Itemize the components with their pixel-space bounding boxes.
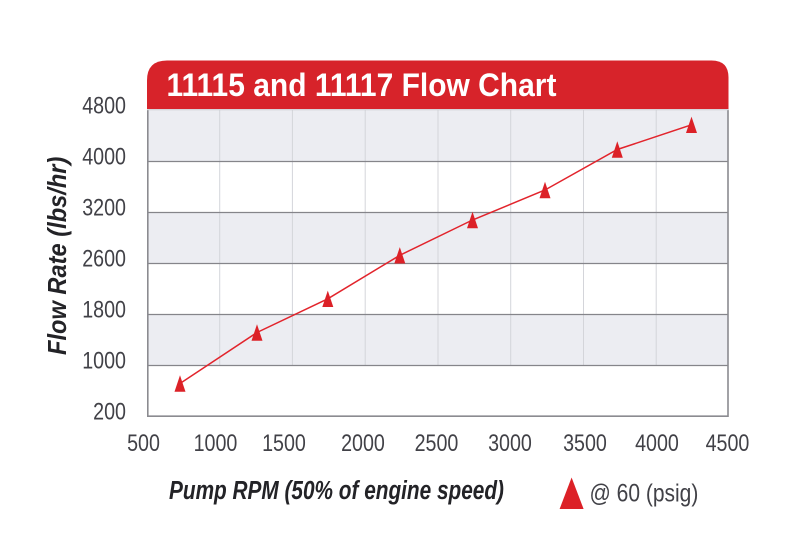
svg-text:@ 60 (psig): @ 60 (psig) <box>590 479 699 507</box>
svg-text:1000: 1000 <box>194 429 238 456</box>
svg-text:2600: 2600 <box>82 245 126 272</box>
svg-text:Pump RPM (50% of engine speed): Pump RPM (50% of engine speed) <box>169 476 504 505</box>
svg-text:4000: 4000 <box>82 143 126 170</box>
svg-text:200: 200 <box>93 398 126 425</box>
svg-text:4500: 4500 <box>706 429 750 456</box>
svg-text:4800: 4800 <box>82 92 126 119</box>
svg-text:Flow Rate (lbs/hr): Flow Rate (lbs/hr) <box>44 157 72 355</box>
svg-text:2000: 2000 <box>341 429 385 456</box>
svg-text:1000: 1000 <box>82 347 126 374</box>
svg-text:1500: 1500 <box>262 429 306 456</box>
svg-text:3200: 3200 <box>82 194 126 221</box>
svg-text:2500: 2500 <box>415 429 459 456</box>
svg-text:500: 500 <box>127 429 160 456</box>
svg-text:1800: 1800 <box>82 296 126 323</box>
svg-text:4000: 4000 <box>635 429 679 456</box>
svg-text:11115 and 11117 Flow Chart: 11115 and 11117 Flow Chart <box>167 67 557 103</box>
svg-text:3000: 3000 <box>488 429 532 456</box>
svg-text:3500: 3500 <box>563 429 607 456</box>
